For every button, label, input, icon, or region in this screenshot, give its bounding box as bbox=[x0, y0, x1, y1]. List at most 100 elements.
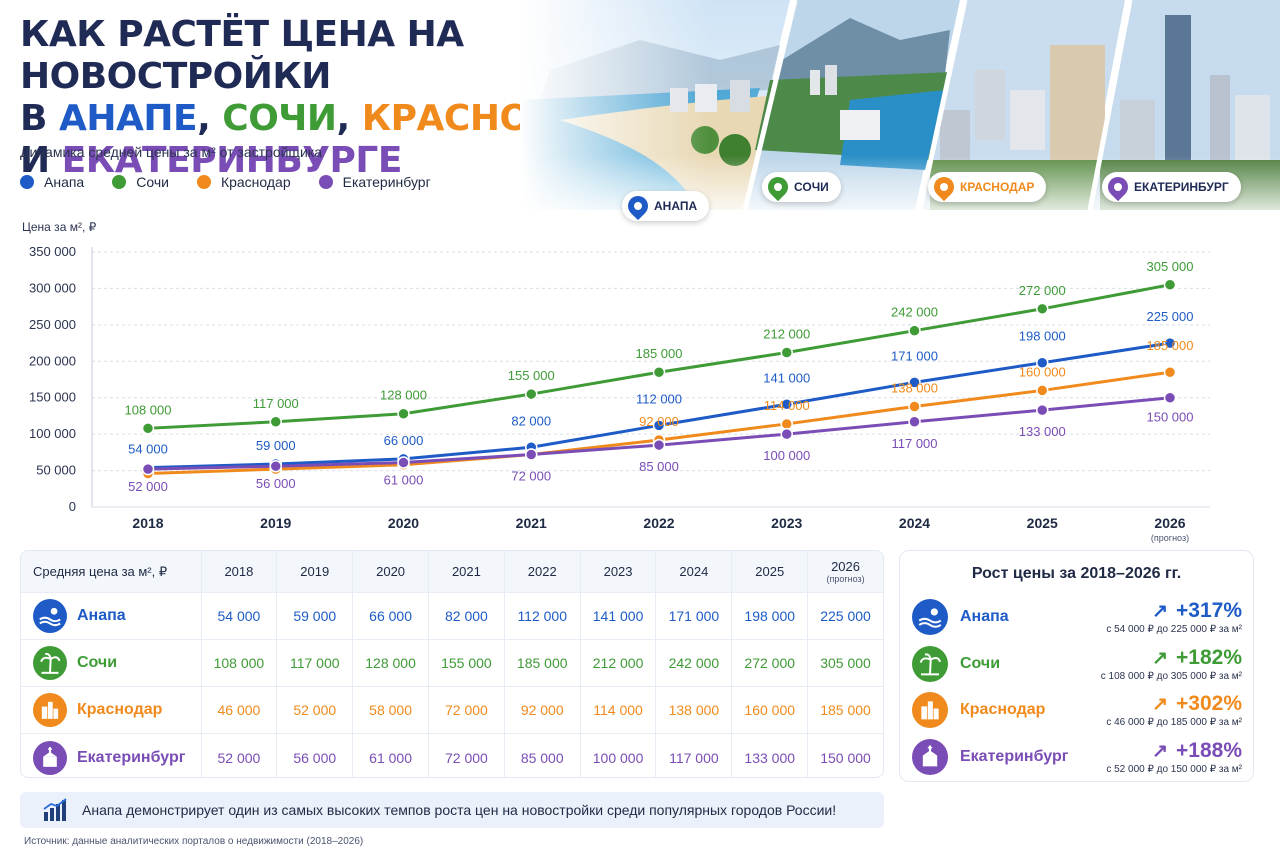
legend-dot bbox=[318, 175, 333, 189]
legend-label: Сочи bbox=[136, 174, 169, 190]
pin-anapa: АНАПА bbox=[622, 191, 710, 221]
growth-card: Рост цены за 2018–2026 гг. Анапа ↗ +317% с … bbox=[899, 550, 1254, 782]
table-row: Екатеринбург 52 000 56 000 61 000 72 000 85 0… bbox=[21, 734, 883, 777]
table-cell: 54 000 bbox=[200, 593, 277, 639]
table-cell: 52 000 bbox=[276, 687, 352, 733]
data-label: 272 000 bbox=[1019, 283, 1066, 298]
table-cell: 66 000 bbox=[352, 593, 428, 639]
legend-item-sochi: Сочи bbox=[112, 174, 169, 190]
pin-label: ЕКАТЕРИНБУРГ bbox=[1134, 180, 1229, 194]
title-prefix: В bbox=[20, 98, 59, 139]
table-city-name: Сочи bbox=[77, 654, 118, 671]
location-pin-icon bbox=[929, 172, 959, 202]
data-label: 242 000 bbox=[891, 305, 938, 320]
data-label: 305 000 bbox=[1147, 259, 1194, 274]
table-city-name: Анапа bbox=[77, 607, 126, 624]
growth-pct-line: ↗ +188% bbox=[1106, 739, 1242, 763]
table-cell: 82 000 bbox=[427, 593, 504, 639]
data-point bbox=[1036, 356, 1049, 369]
data-label: 52 000 bbox=[128, 479, 168, 494]
table-header-year: 2023 bbox=[579, 551, 656, 592]
table-city-name: Краснодар bbox=[77, 701, 163, 718]
data-point bbox=[397, 456, 410, 469]
x-tick-forecast-note: (прогноз) bbox=[1151, 533, 1189, 543]
growth-city-name: Анапа bbox=[960, 608, 1009, 625]
data-point bbox=[652, 438, 666, 452]
bar-chart-icon bbox=[43, 798, 67, 821]
legend-label: Анапа bbox=[44, 174, 85, 190]
growth-row: Екатеринбург ↗ +188% с 52 000 ₽ до 150 000 … bbox=[912, 735, 1242, 779]
data-point bbox=[1163, 365, 1177, 379]
table-cell: 128 000 bbox=[352, 640, 428, 686]
x-tick-label: 2024 bbox=[899, 515, 930, 531]
growth-values: ↗ +317% с 54 000 ₽ до 225 000 ₽ за м² bbox=[1106, 599, 1242, 635]
data-label: 138 000 bbox=[891, 380, 938, 395]
data-label: 155 000 bbox=[508, 368, 555, 383]
growth-values: ↗ +188% с 52 000 ₽ до 150 000 ₽ за м² bbox=[1106, 739, 1242, 775]
table-cell: 160 000 bbox=[731, 687, 807, 733]
data-point bbox=[780, 398, 793, 411]
title-anapa: АНАПЕ bbox=[58, 98, 198, 139]
pin-sochi: СОЧИ bbox=[762, 172, 841, 202]
city-photo-strip: АНАПА СОЧИ КРАСНОДАР ЕКАТЕРИНБУРГ bbox=[520, 0, 1280, 222]
data-point bbox=[269, 415, 282, 429]
data-point bbox=[780, 427, 793, 441]
table-cell: 155 000 bbox=[427, 640, 504, 686]
growth-note: с 52 000 ₽ до 150 000 ₽ за м² bbox=[1106, 763, 1242, 775]
data-point bbox=[1036, 302, 1049, 316]
data-label: 225 000 bbox=[1147, 309, 1194, 324]
legend-item-krasnodar: Краснодар bbox=[196, 174, 291, 190]
location-pin-icon bbox=[1103, 172, 1133, 202]
data-label: 185 000 bbox=[636, 346, 683, 361]
legend-label: Краснодар bbox=[220, 174, 291, 190]
table-cell: 52 000 bbox=[200, 734, 277, 777]
table-header-year-forecast: 2026 (прогноз) bbox=[807, 551, 883, 592]
data-point bbox=[1036, 384, 1049, 397]
growth-percent: +182% bbox=[1176, 645, 1242, 669]
table-header-year: 2021 bbox=[427, 551, 504, 592]
data-label: 171 000 bbox=[891, 348, 938, 363]
growth-row: Анапа ↗ +317% с 54 000 ₽ до 225 000 ₽ за м² bbox=[912, 595, 1242, 639]
legend-dot bbox=[196, 175, 211, 189]
data-label: 141 000 bbox=[763, 370, 810, 385]
growth-values: ↗ +182% с 108 000 ₽ до 305 000 ₽ за м² bbox=[1101, 646, 1242, 682]
data-label: 108 000 bbox=[125, 402, 172, 417]
x-tick-label: 2019 bbox=[260, 515, 291, 531]
data-label: 85 000 bbox=[639, 459, 679, 474]
data-label: 54 000 bbox=[128, 442, 168, 457]
data-label: 82 000 bbox=[511, 413, 551, 428]
data-point bbox=[525, 448, 538, 461]
table-city-cell: Краснодар bbox=[21, 687, 201, 733]
table-city-cell: Анапа bbox=[21, 593, 201, 639]
y-tick-label: 0 bbox=[69, 499, 76, 514]
data-label: 133 000 bbox=[1019, 424, 1066, 439]
table-cell: 108 000 bbox=[200, 640, 277, 686]
pin-label: КРАСНОДАР bbox=[960, 180, 1035, 194]
growth-pct-line: ↗ +182% bbox=[1101, 646, 1242, 670]
growth-note: с 54 000 ₽ до 225 000 ₽ за м² bbox=[1106, 624, 1242, 635]
data-point bbox=[1163, 391, 1177, 404]
x-tick-label: 2018 bbox=[132, 515, 163, 531]
data-point bbox=[908, 376, 921, 389]
table-header-row: Средняя цена за м², ₽ 2018 2019 2020 202… bbox=[21, 551, 883, 593]
data-point bbox=[652, 365, 666, 379]
title-sep: , bbox=[197, 98, 223, 139]
table-city-cell: Сочи bbox=[21, 640, 201, 686]
location-pin-icon bbox=[763, 172, 793, 202]
table-cell: 46 000 bbox=[200, 687, 277, 733]
data-point bbox=[652, 419, 666, 432]
growth-percent: +302% bbox=[1176, 692, 1242, 715]
buildings-icon bbox=[33, 693, 67, 727]
data-label: 92 000 bbox=[639, 414, 679, 429]
growth-row: Сочи ↗ +182% с 108 000 ₽ до 305 000 ₽ за м² bbox=[912, 642, 1242, 686]
table-row: Анапа 54 000 59 000 66 000 82 000 112 000 141 … bbox=[21, 593, 883, 640]
data-label: 117 000 bbox=[253, 396, 299, 411]
data-point bbox=[780, 346, 793, 359]
x-tick-label: 2021 bbox=[516, 515, 547, 531]
table-cell: 112 000 bbox=[503, 593, 580, 639]
data-label: 66 000 bbox=[384, 433, 424, 448]
table-header-year: 2019 bbox=[276, 551, 352, 592]
buildings-icon bbox=[912, 692, 948, 728]
growth-percent: +188% bbox=[1176, 738, 1242, 762]
table-cell: 242 000 bbox=[655, 640, 731, 686]
